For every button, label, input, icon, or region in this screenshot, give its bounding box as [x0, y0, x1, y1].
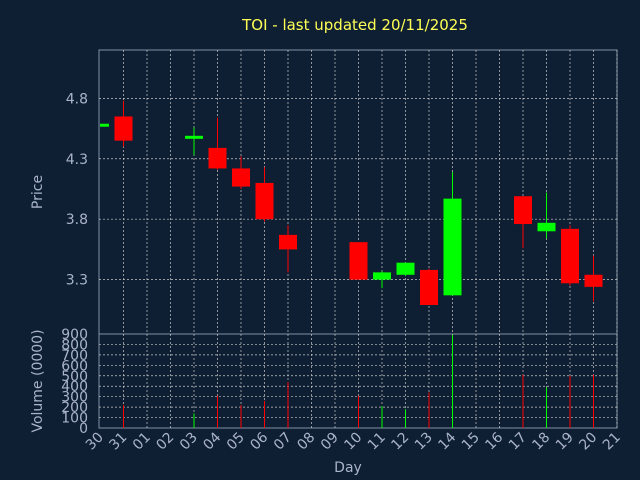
- candle-body: [396, 262, 415, 275]
- price-tick-label: 3.3: [66, 273, 88, 289]
- candle: [420, 268, 438, 305]
- x-tick-label: 20: [576, 430, 600, 454]
- candle-body: [255, 182, 274, 220]
- x-tick-label: 03: [177, 430, 201, 454]
- candle: [255, 167, 274, 222]
- candle-body: [373, 272, 391, 280]
- candle: [279, 225, 297, 273]
- volume-bars: [123, 335, 594, 428]
- price-tick-label: 4.8: [66, 91, 88, 107]
- price-grid: [99, 50, 618, 334]
- x-tick-label: 01: [130, 430, 154, 454]
- x-tick-label: 08: [294, 430, 318, 454]
- candle-body: [443, 198, 462, 296]
- x-tick-label: 11: [365, 430, 389, 454]
- x-tick-label: 07: [271, 430, 295, 454]
- candle-body: [349, 242, 368, 280]
- candle-body: [100, 123, 109, 127]
- x-tick-label: 10: [341, 430, 365, 454]
- candle: [232, 156, 250, 189]
- x-tick-label: 18: [529, 430, 553, 454]
- volume-tick-label: 0: [79, 421, 88, 437]
- candle-body: [514, 196, 532, 225]
- x-tick-labels: 30 31 01 02 03 04 05 06 07 08 09 10 11 12 13 14 15 16 17 18…: [83, 429, 624, 453]
- candle: [373, 271, 391, 289]
- x-tick-label: 15: [459, 430, 483, 454]
- candle-body: [114, 116, 133, 141]
- candle-body: [584, 274, 603, 287]
- volume-tick-label: 400: [61, 379, 88, 395]
- volume-tick-label: 800: [61, 337, 88, 353]
- x-tick-label: 05: [224, 430, 248, 454]
- price-panel-frame: [98, 49, 618, 335]
- x-tick-label: 02: [153, 430, 177, 454]
- candle: [561, 225, 579, 286]
- candle: [208, 117, 227, 170]
- volume-axis-label: Volume (0000): [30, 329, 46, 432]
- x-tick-label: 21: [600, 430, 624, 454]
- candle: [349, 242, 368, 280]
- candle-body: [420, 269, 438, 305]
- candle-body: [561, 228, 579, 284]
- candle-body: [537, 222, 556, 232]
- volume-tick-label: 200: [61, 400, 88, 416]
- chart-title: TOI - last updated 20/11/2025: [241, 16, 468, 34]
- x-tick-label: 14: [435, 429, 459, 453]
- price-tick-label: 3.8: [66, 212, 88, 228]
- volume-tick-label: 500: [61, 369, 88, 385]
- candle: [396, 262, 415, 276]
- x-tick-label: 09: [318, 430, 342, 454]
- candle: [514, 196, 532, 249]
- candle: [443, 172, 462, 296]
- x-tick-label: 17: [506, 430, 530, 454]
- candle-body: [232, 168, 250, 187]
- candles: [100, 100, 603, 305]
- candle-body: [279, 234, 297, 250]
- x-axis-label: Day: [334, 460, 362, 476]
- volume-tick-label: 900: [61, 327, 88, 343]
- candle-body: [208, 147, 227, 169]
- price-tick-label: 4.3: [66, 152, 88, 168]
- price-axis-label: Price: [30, 175, 46, 209]
- candle: [584, 255, 603, 302]
- volume-tick-label: 100: [61, 411, 88, 427]
- x-tick-label: 06: [247, 429, 271, 453]
- volume-tick-label: 700: [61, 348, 88, 364]
- x-tick-label: 16: [482, 429, 506, 453]
- x-tick-label: 19: [553, 430, 577, 454]
- x-tick-label: 13: [412, 430, 436, 454]
- candle: [100, 123, 109, 127]
- volume-tick-label: 600: [61, 358, 88, 374]
- candle: [185, 127, 203, 156]
- price-y-ticks: 4.8 4.3 3.8 3.3: [66, 91, 88, 288]
- x-tick-label: 12: [388, 430, 412, 454]
- candle-body: [185, 135, 203, 139]
- candle: [537, 192, 556, 239]
- candle: [114, 100, 133, 147]
- volume-tick-label: 300: [61, 390, 88, 406]
- x-tick-label: 31: [106, 430, 130, 454]
- x-tick-label: 04: [200, 429, 224, 453]
